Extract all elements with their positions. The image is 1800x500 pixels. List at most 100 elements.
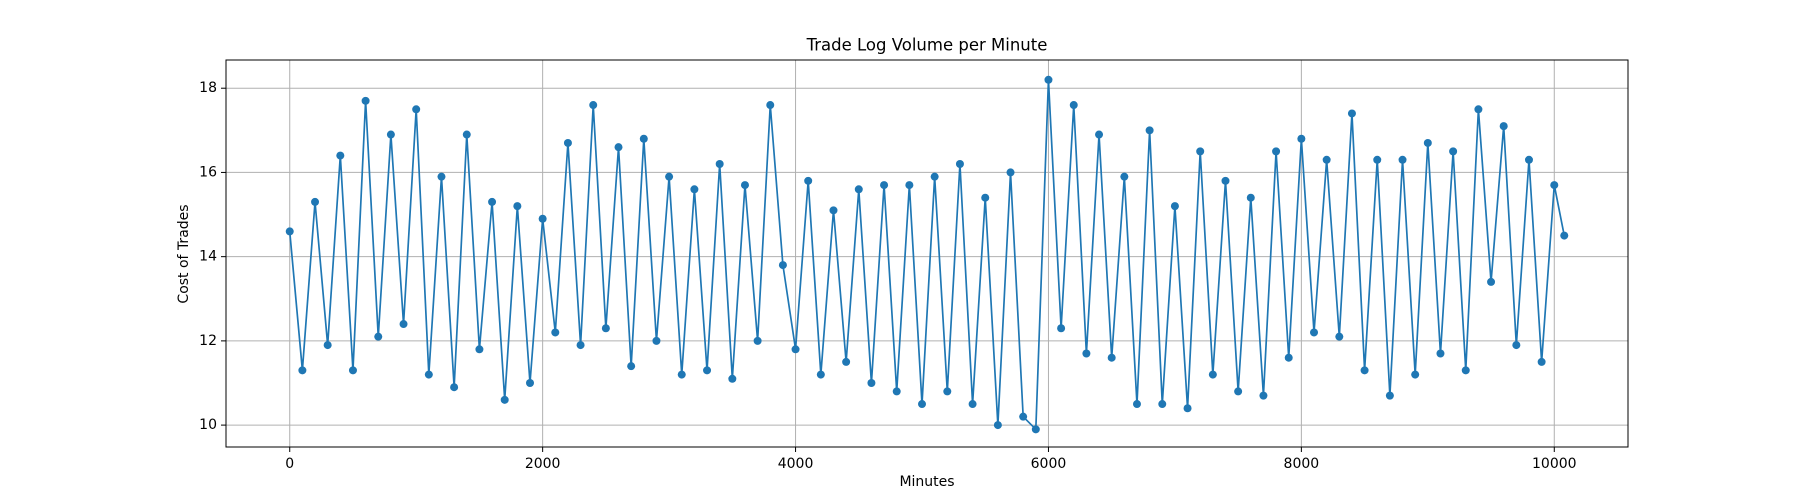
point (1449, 147, 1458, 156)
point (525, 378, 534, 387)
point (1069, 101, 1078, 110)
point (1360, 366, 1369, 375)
point (1461, 366, 1470, 375)
point (412, 105, 421, 114)
point (424, 370, 433, 379)
point (1487, 277, 1496, 286)
point (1284, 353, 1293, 362)
point (1411, 370, 1420, 379)
point (1107, 353, 1116, 362)
point (298, 366, 307, 375)
x-tick-label: 10000 (1532, 456, 1577, 472)
point (374, 332, 383, 341)
point (1423, 138, 1432, 147)
x-tick-label: 6000 (1031, 456, 1067, 472)
point (475, 345, 484, 354)
point (336, 151, 345, 160)
point (1006, 168, 1015, 177)
point (905, 181, 914, 190)
point (1272, 147, 1281, 156)
point (1499, 122, 1508, 131)
point (1183, 404, 1192, 413)
point (842, 357, 851, 366)
point (614, 143, 623, 152)
plot-frame (225, 59, 1629, 448)
point (538, 214, 547, 223)
y-tick-label: 12 (199, 333, 217, 349)
point (854, 185, 863, 194)
point (1436, 349, 1445, 358)
y-tick-label: 14 (199, 249, 217, 265)
point (1385, 391, 1394, 400)
point (652, 336, 661, 345)
point (500, 395, 509, 404)
point (993, 421, 1002, 430)
point (1560, 231, 1569, 240)
point (437, 172, 446, 181)
point (1082, 349, 1091, 358)
point (1145, 126, 1154, 135)
point (892, 387, 901, 396)
point (323, 341, 332, 350)
point (968, 400, 977, 409)
point (715, 160, 724, 169)
point (1398, 155, 1407, 164)
point (399, 320, 408, 329)
x-tick-label: 0 (285, 456, 294, 472)
point (1347, 109, 1356, 118)
point (1158, 400, 1167, 409)
point (1095, 130, 1104, 139)
x-axis-label: Minutes (899, 474, 954, 490)
point (981, 193, 990, 202)
point (1246, 193, 1255, 202)
point (791, 345, 800, 354)
point (563, 138, 572, 147)
x-tick-label: 4000 (778, 456, 814, 472)
point (1132, 400, 1141, 409)
point (728, 374, 737, 383)
point (867, 378, 876, 387)
point (589, 101, 598, 110)
point (1322, 155, 1331, 164)
point (1170, 202, 1179, 211)
point (703, 366, 712, 375)
point (1474, 105, 1483, 114)
point (639, 134, 648, 143)
point (1221, 176, 1230, 185)
point (1297, 134, 1306, 143)
point (1550, 181, 1559, 190)
point (1120, 172, 1129, 181)
point (918, 400, 927, 409)
point (665, 172, 674, 181)
x-tick-label: 2000 (525, 456, 561, 472)
point (513, 202, 522, 211)
point (361, 96, 370, 105)
point (386, 130, 395, 139)
point (829, 206, 838, 215)
series-line (288, 79, 1566, 432)
point (1310, 328, 1319, 337)
point (943, 387, 952, 396)
point (1044, 75, 1053, 84)
y-tick-label: 16 (199, 164, 217, 180)
point (576, 341, 585, 350)
point (778, 261, 787, 270)
point (930, 172, 939, 181)
point (880, 181, 889, 190)
point (551, 328, 560, 337)
point (311, 197, 320, 206)
point (488, 197, 497, 206)
point (1537, 357, 1546, 366)
point (1057, 324, 1066, 333)
point (1524, 155, 1533, 164)
point (955, 160, 964, 169)
point (766, 101, 775, 110)
y-axis-label: Cost of Trades (176, 204, 192, 303)
x-tick-label: 8000 (1284, 456, 1320, 472)
point (804, 176, 813, 185)
point (285, 227, 294, 236)
point (462, 130, 471, 139)
point (677, 370, 686, 379)
point (1208, 370, 1217, 379)
